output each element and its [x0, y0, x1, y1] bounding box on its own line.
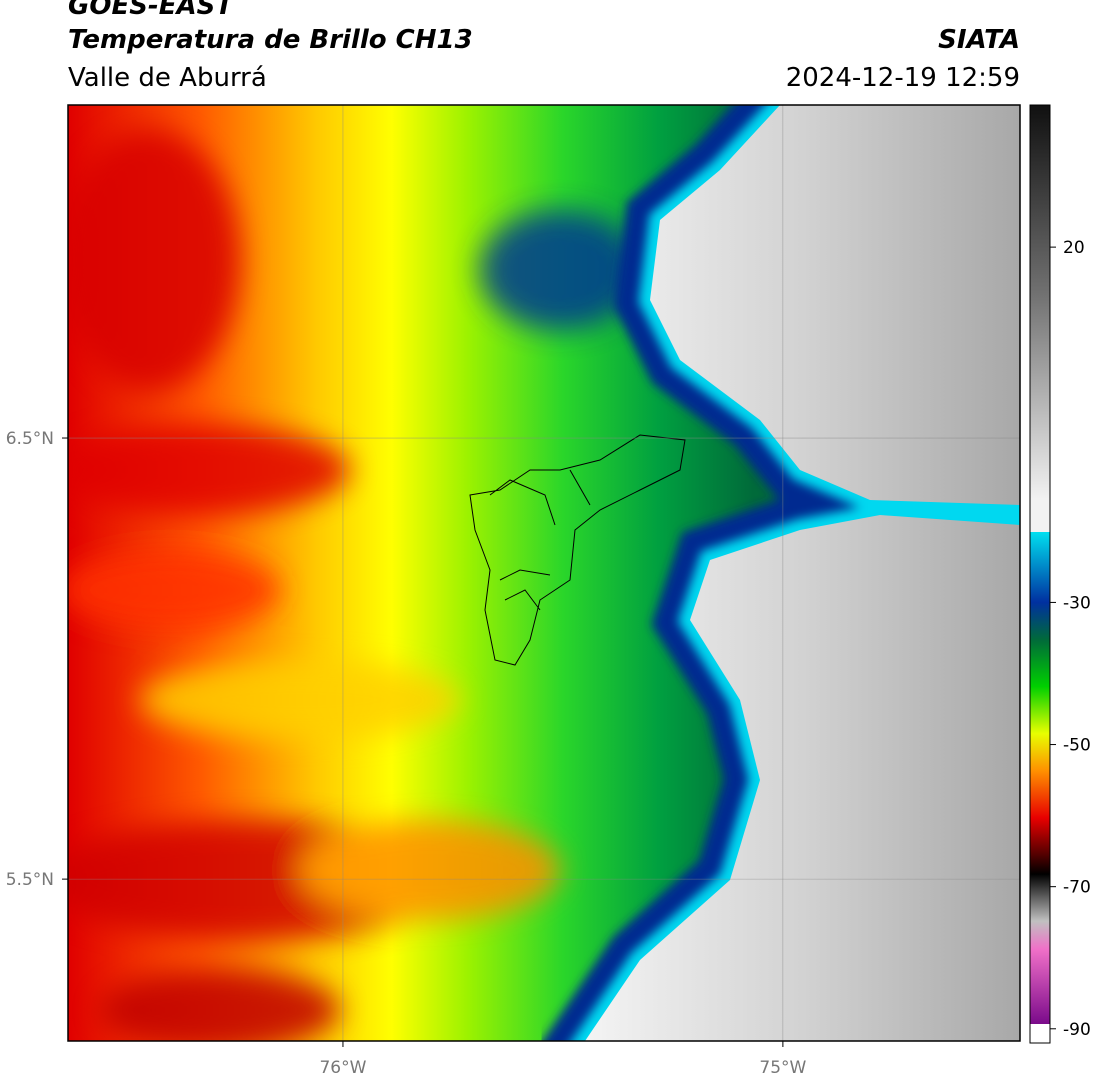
colorbar-tick-label: -90 — [1063, 1020, 1091, 1040]
colorbar-tick-label: -70 — [1063, 878, 1091, 898]
colorbar-tick-label: 20 — [1063, 238, 1085, 258]
subtitle: Temperatura de Brillo CH13 — [68, 25, 473, 55]
y-tick-label: 6.5°N — [6, 429, 54, 449]
cloud-region — [542, 105, 1020, 1041]
y-tick-label: 5.5°N — [6, 870, 54, 890]
x-tick-label: 75°W — [759, 1058, 806, 1078]
region: Valle de Aburrá — [68, 63, 267, 93]
municipal-boundaries — [469, 434, 686, 666]
datetime: 2024-12-19 12:59 — [786, 63, 1020, 93]
x-tick-label: 76°W — [319, 1058, 366, 1078]
satellite-image — [68, 105, 1020, 1041]
map-frame — [67, 104, 1021, 1042]
title: GOES-EAST — [68, 0, 235, 21]
colorbar — [1029, 104, 1051, 1044]
colorbar-tick-label: -30 — [1063, 593, 1091, 613]
colorbar-tick-label: -50 — [1063, 736, 1091, 756]
source: SIATA — [938, 25, 1020, 55]
